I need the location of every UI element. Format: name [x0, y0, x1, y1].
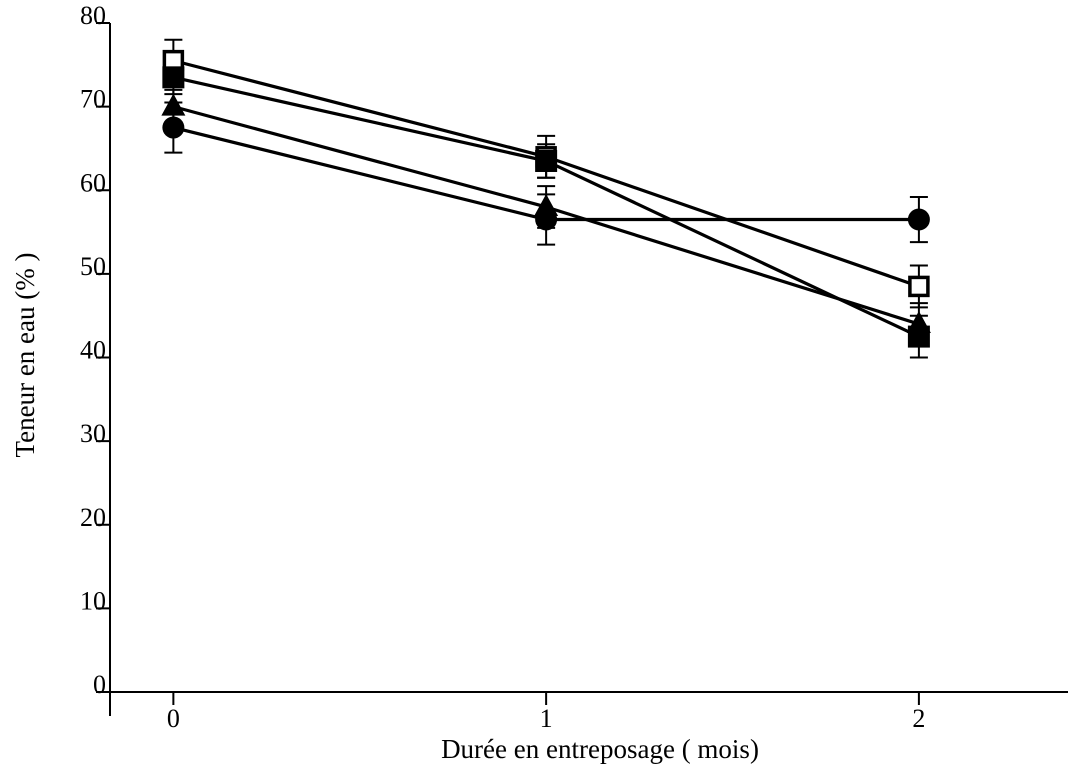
y-tick-label: 30: [80, 419, 106, 448]
marker-filled-square: [535, 149, 558, 172]
data-markers: [161, 49, 931, 348]
axes: [109, 23, 1068, 716]
y-axis-title: Teneur en eau (% ): [10, 253, 40, 458]
y-tick-label: 0: [93, 670, 106, 699]
x-tick-label: 0: [167, 704, 180, 733]
y-tick-label: 60: [80, 168, 106, 197]
x-axis-title: Durée en entreposage ( mois): [441, 734, 759, 764]
marker-filled-square: [162, 66, 185, 89]
y-tick-label: 70: [80, 85, 106, 114]
marker-filled-triangle: [161, 93, 186, 116]
marker-filled-circle: [907, 208, 930, 231]
marker-filled-circle: [535, 208, 558, 231]
y-tick-label: 10: [80, 586, 106, 615]
marker-open-square: [908, 275, 930, 298]
x-axis-ticks: 0 1 2: [167, 692, 925, 733]
y-tick-label: 50: [80, 252, 106, 281]
y-tick-label: 20: [80, 503, 106, 532]
y-tick-label: 80: [80, 1, 106, 30]
y-tick-label: 40: [80, 336, 106, 365]
marker-filled-circle: [162, 116, 185, 139]
x-tick-label: 2: [912, 704, 925, 733]
marker-filled-triangle: [906, 311, 931, 334]
x-tick-label: 1: [540, 704, 553, 733]
y-axis-ticks: 0 10 20 30 40 50 60 70 80: [80, 1, 110, 699]
